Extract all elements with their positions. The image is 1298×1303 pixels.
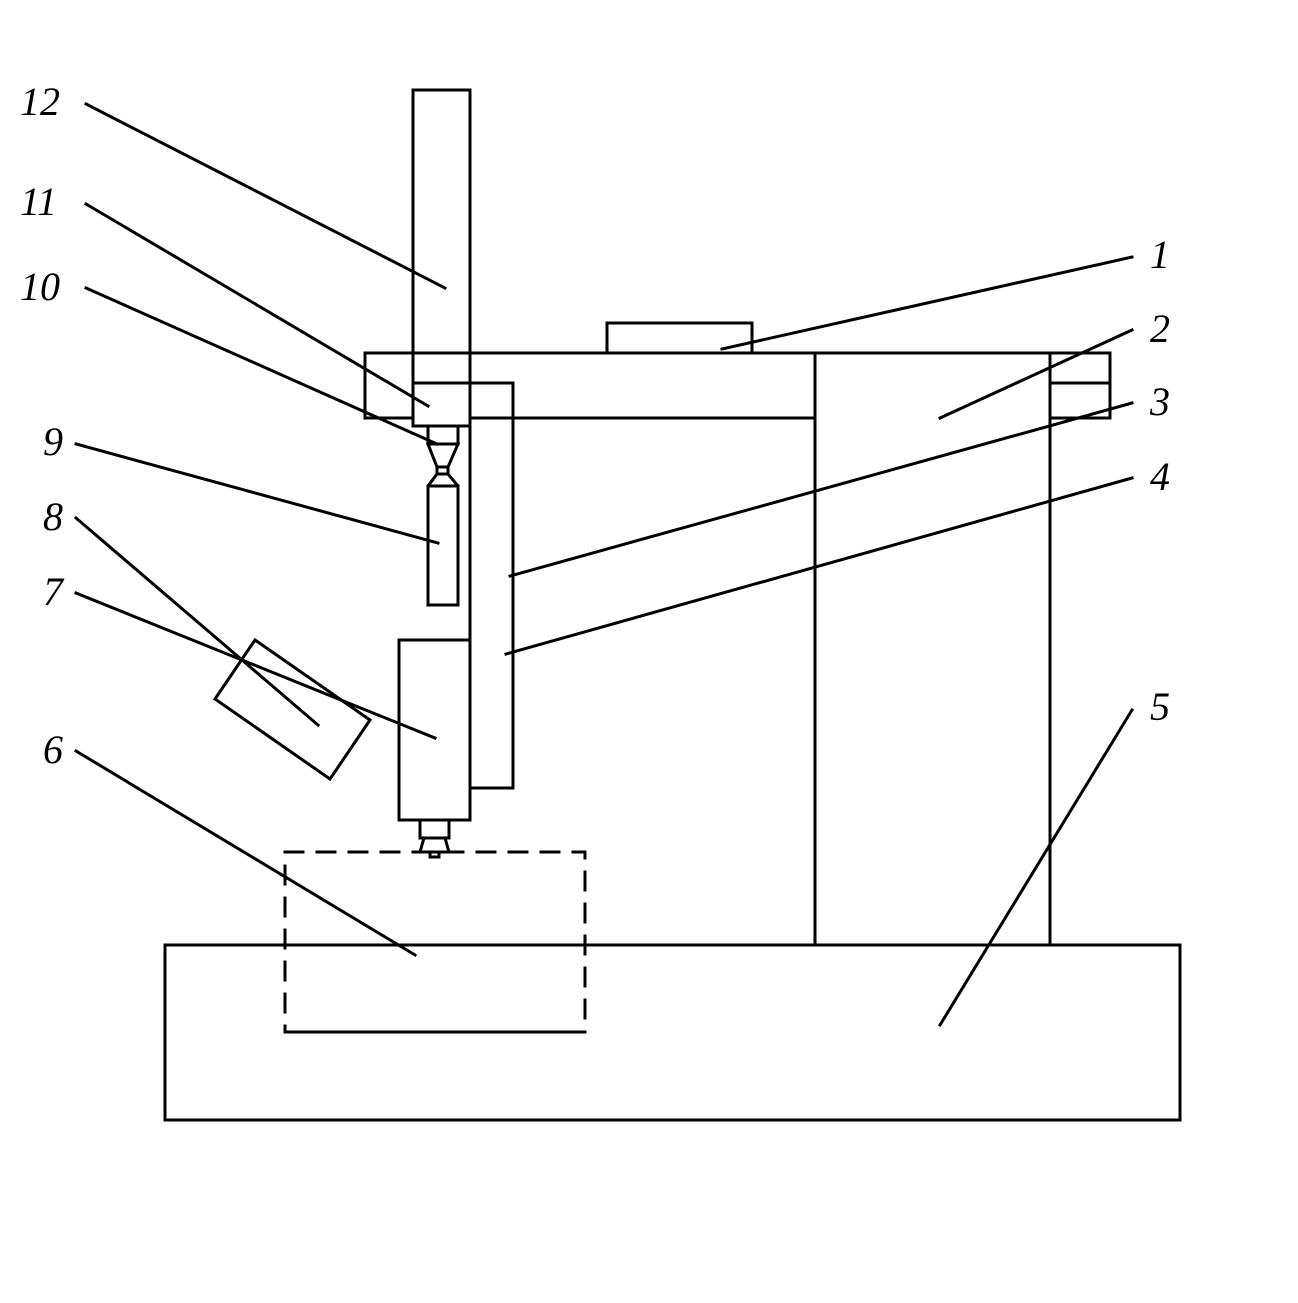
nozzle-flare (420, 838, 449, 852)
leader-1 (722, 257, 1132, 349)
pivot-trapezoid (428, 444, 458, 467)
label-l8: 8 (43, 494, 63, 539)
mid-column (470, 383, 513, 788)
lower-block (399, 640, 470, 820)
label-l1: 1 (1150, 232, 1170, 277)
label-l11: 11 (20, 179, 57, 224)
label-l6: 6 (43, 727, 63, 772)
leader-2 (940, 330, 1132, 418)
right-column (815, 353, 1050, 945)
upper-column (413, 90, 470, 383)
leader-12 (86, 104, 445, 288)
block-under-column (413, 383, 470, 426)
label-l5: 5 (1150, 684, 1170, 729)
cross-beam-top-left (365, 353, 815, 418)
leader-11 (86, 204, 428, 406)
label-l12: 12 (20, 79, 60, 124)
nozzle-stem (420, 820, 449, 838)
angled-piece (215, 640, 370, 779)
pendant-outline (428, 474, 458, 605)
leader-3 (510, 403, 1132, 576)
leader-10 (86, 288, 437, 444)
leader-7 (76, 593, 435, 738)
label-l2: 2 (1150, 306, 1170, 351)
workpiece (285, 852, 585, 1032)
label-l4: 4 (1150, 454, 1170, 499)
label-l3: 3 (1149, 379, 1170, 424)
label-l7: 7 (43, 569, 65, 614)
leader-4 (506, 478, 1132, 654)
leader-8 (76, 518, 318, 725)
label-l9: 9 (43, 419, 63, 464)
leader-5 (940, 710, 1132, 1025)
label-l10: 10 (20, 264, 60, 309)
leader-9 (76, 444, 438, 543)
